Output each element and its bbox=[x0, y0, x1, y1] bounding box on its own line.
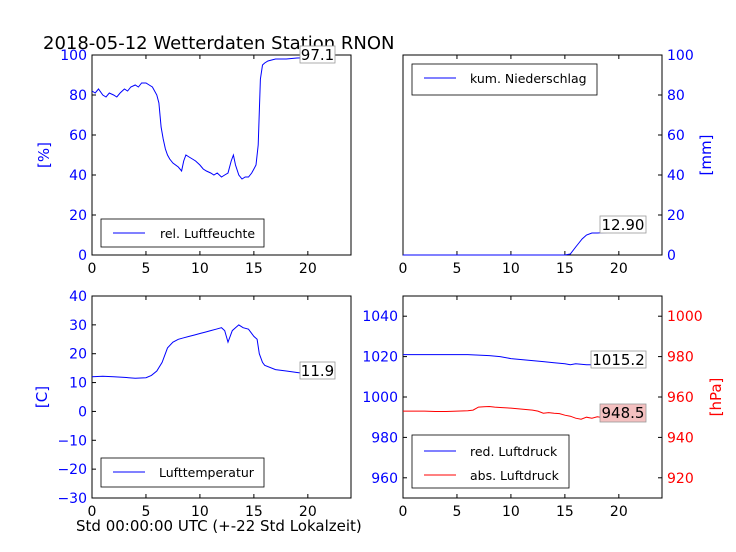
y-tick-label: 80 bbox=[667, 88, 685, 104]
x-tick-group: 0 5 10 15 20 bbox=[399, 296, 628, 520]
legend-label-absolute: abs. Luftdruck bbox=[470, 468, 560, 483]
legend: kum. Niederschlag bbox=[411, 63, 598, 96]
x-tick-label: 10 bbox=[502, 504, 520, 520]
y-axis-label: [mm] bbox=[697, 135, 715, 176]
temperature-line bbox=[91, 324, 335, 379]
y-tick-label: 60 bbox=[69, 128, 87, 144]
x-tick-label: 0 bbox=[88, 504, 97, 520]
y-tick-group-right: 920 940 960 980 1000 bbox=[658, 309, 703, 487]
y-tick-label: 100 bbox=[667, 48, 694, 64]
y-tick-label: 980 bbox=[667, 350, 694, 366]
y-tick-label: 40 bbox=[667, 168, 685, 184]
y-tick-label: −20 bbox=[57, 462, 87, 478]
x-tick-label: 0 bbox=[88, 261, 97, 277]
x-tick-label: 20 bbox=[299, 504, 317, 520]
x-tick-label: 15 bbox=[245, 261, 263, 277]
x-tick-label: 0 bbox=[399, 504, 408, 520]
x-tick-label: 20 bbox=[610, 504, 628, 520]
x-tick-label: 15 bbox=[245, 504, 263, 520]
last-value-box bbox=[599, 215, 647, 234]
legend: Lufttemperatur bbox=[100, 457, 265, 488]
x-tick-label: 10 bbox=[191, 261, 209, 277]
last-value-label-absolute: 948.5 bbox=[602, 404, 645, 422]
y-axis-label: [C] bbox=[33, 386, 51, 408]
y-tick-label: 960 bbox=[371, 471, 398, 487]
x-tick-label: 10 bbox=[191, 504, 209, 520]
last-value-label-reduced: 1015.2 bbox=[592, 351, 645, 369]
x-tick-label: 0 bbox=[399, 261, 408, 277]
legend-box bbox=[411, 434, 570, 489]
last-value-label: 97.1 bbox=[301, 46, 334, 64]
y-tick-label: −30 bbox=[57, 491, 87, 507]
y-axis-label-right: [hPa] bbox=[707, 378, 725, 417]
last-value-box-reduced bbox=[590, 350, 647, 369]
legend: red. Luftdruck abs. Luftdruck bbox=[411, 434, 570, 489]
last-value-box bbox=[299, 45, 336, 64]
legend-label: rel. Luftfeuchte bbox=[160, 226, 255, 241]
x-tick-label: 5 bbox=[141, 504, 150, 520]
humidity-line bbox=[91, 57, 335, 180]
x-tick-label: 5 bbox=[141, 261, 150, 277]
y-tick-label: 960 bbox=[667, 390, 694, 406]
x-tick-label: 10 bbox=[502, 261, 520, 277]
y-tick-label: 1000 bbox=[362, 390, 398, 406]
y-tick-label: −10 bbox=[57, 433, 87, 449]
last-value-box-absolute bbox=[599, 403, 647, 423]
x-tick-group: 0 5 10 15 20 bbox=[88, 296, 317, 520]
panel-temperature: −30 −20 −10 0 10 20 30 40 0 5 10 15 20 [C] 11.9 Luf… bbox=[33, 289, 352, 520]
y-tick-group-left: 960 980 1000 1020 1040 bbox=[362, 309, 407, 487]
legend-box bbox=[411, 63, 598, 96]
last-value-label: 11.9 bbox=[301, 362, 334, 380]
legend: rel. Luftfeuchte bbox=[100, 218, 265, 248]
y-axis-label: [%] bbox=[35, 142, 53, 168]
x-tick-label: 5 bbox=[452, 261, 461, 277]
y-tick-label: 980 bbox=[371, 430, 398, 446]
y-tick-label: 0 bbox=[78, 404, 87, 420]
y-tick-label: 0 bbox=[78, 248, 87, 264]
y-tick-label: 1040 bbox=[362, 309, 398, 325]
x-tick-label: 20 bbox=[610, 261, 628, 277]
y-tick-label: 1020 bbox=[362, 350, 398, 366]
y-tick-label: 40 bbox=[69, 168, 87, 184]
y-tick-label: 920 bbox=[667, 471, 694, 487]
y-tick-label: 20 bbox=[69, 347, 87, 363]
x-tick-label: 15 bbox=[556, 261, 574, 277]
y-tick-label: 940 bbox=[667, 430, 694, 446]
y-tick-label: 0 bbox=[667, 248, 676, 264]
y-tick-group: −30 −20 −10 0 10 20 30 40 bbox=[57, 289, 96, 507]
x-tick-label: 15 bbox=[556, 504, 574, 520]
y-tick-label: 1000 bbox=[667, 309, 703, 325]
y-tick-label: 80 bbox=[69, 88, 87, 104]
figure-title: 2018-05-12 Wetterdaten Station RNON bbox=[43, 33, 394, 54]
legend-label-reduced: red. Luftdruck bbox=[470, 444, 558, 459]
x-tick-label: 5 bbox=[452, 504, 461, 520]
y-tick-label: 20 bbox=[667, 208, 685, 224]
panel-humidity: 0 20 40 60 80 100 0 5 10 15 20 [%] 97.1 rel. Luft… bbox=[35, 45, 352, 277]
x-axis-label: Std 00:00:00 UTC (+-22 Std Lokalzeit) bbox=[76, 517, 362, 535]
last-value-label: 12.90 bbox=[602, 216, 645, 234]
x-tick-group: 0 5 10 15 20 bbox=[88, 55, 317, 277]
y-tick-label: 40 bbox=[69, 289, 87, 305]
y-tick-label: 10 bbox=[69, 376, 87, 392]
y-tick-label: 20 bbox=[69, 208, 87, 224]
x-tick-label: 20 bbox=[299, 261, 317, 277]
last-value-box bbox=[299, 361, 336, 380]
y-tick-group: 0 20 40 60 80 100 bbox=[60, 48, 96, 264]
legend-label: kum. Niederschlag bbox=[470, 71, 587, 86]
y-tick-group: 0 20 40 60 80 100 bbox=[658, 48, 694, 264]
x-tick-group: 0 5 10 15 20 bbox=[399, 55, 628, 277]
y-tick-label: 100 bbox=[60, 48, 87, 64]
y-tick-label: 30 bbox=[69, 318, 87, 334]
legend-label: Lufttemperatur bbox=[159, 465, 255, 480]
panel-precipitation: 0 20 40 60 80 100 0 5 10 15 20 [mm] 12.90 kum. Ni… bbox=[399, 48, 715, 277]
y-tick-label: 60 bbox=[667, 128, 685, 144]
